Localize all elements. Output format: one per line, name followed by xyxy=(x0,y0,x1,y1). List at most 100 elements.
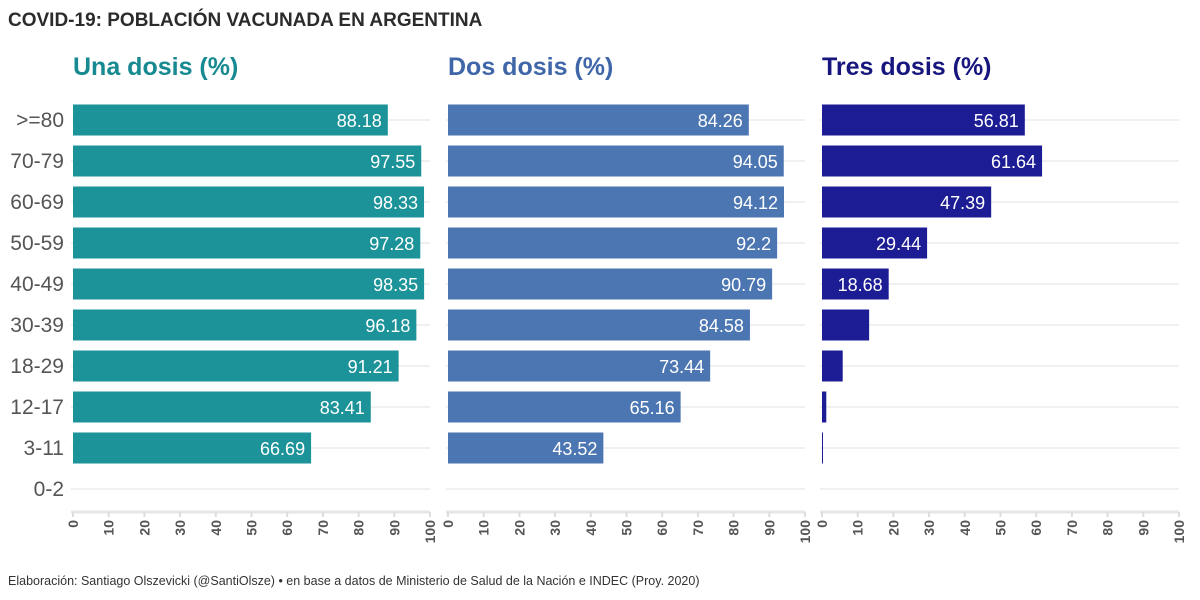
bar xyxy=(73,268,425,300)
chart-title: COVID-19: POBLACIÓN VACUNADA EN ARGENTIN… xyxy=(8,10,483,31)
bar xyxy=(73,145,422,177)
bar xyxy=(73,227,421,259)
tick-label: 10 xyxy=(101,520,117,536)
data-label: 29.44 xyxy=(876,234,921,254)
tick-label: 30 xyxy=(547,520,563,536)
data-label: 47.39 xyxy=(940,193,985,213)
tick-label: 80 xyxy=(351,520,367,536)
bar xyxy=(822,227,928,259)
tick-label: 40 xyxy=(583,520,599,536)
data-label: 65.16 xyxy=(630,398,675,418)
tick-label: 10 xyxy=(850,520,866,536)
tick-label: 0 xyxy=(440,520,456,528)
tick-label: 70 xyxy=(1064,520,1080,536)
bar xyxy=(73,104,388,136)
tick-label: 20 xyxy=(136,520,152,536)
data-label: 97.28 xyxy=(369,234,414,254)
bar xyxy=(822,268,889,300)
category-label: 12-17 xyxy=(10,396,64,419)
data-label: 84.26 xyxy=(698,111,743,131)
bar xyxy=(73,432,312,464)
bar xyxy=(448,309,750,341)
category-label: 0-2 xyxy=(34,478,64,501)
bar xyxy=(822,145,1043,177)
data-label: 56.81 xyxy=(974,111,1019,131)
tick-label: 50 xyxy=(993,520,1009,536)
tick-label: 90 xyxy=(1135,520,1151,536)
bar xyxy=(822,309,870,341)
data-label: 84.58 xyxy=(699,316,744,336)
tick-label: 80 xyxy=(1100,520,1116,536)
category-label: >=80 xyxy=(16,109,64,132)
data-label: 94.12 xyxy=(733,193,778,213)
panel-title: Dos dosis (%) xyxy=(448,53,613,81)
bar xyxy=(448,350,711,382)
bar xyxy=(448,227,778,259)
tick-label: 30 xyxy=(172,520,188,536)
tick-label: 70 xyxy=(315,520,331,536)
tick-label: 80 xyxy=(726,520,742,536)
tick-label: 0 xyxy=(814,520,830,528)
bar xyxy=(448,145,784,177)
category-label: 3-11 xyxy=(24,437,64,460)
tick-label: 90 xyxy=(386,520,402,536)
tick-label: 20 xyxy=(885,520,901,536)
tick-label: 60 xyxy=(1028,520,1044,536)
category-label: 50-59 xyxy=(10,232,64,255)
tick-label: 90 xyxy=(761,520,777,536)
bar xyxy=(448,186,785,218)
tick-label: 0 xyxy=(65,520,81,528)
bar xyxy=(822,186,992,218)
data-label: 61.64 xyxy=(991,152,1036,172)
bar xyxy=(448,104,749,136)
bar xyxy=(448,432,604,464)
panel-0: Una dosis (%) >=80 88.18 70-79 97.55 60-69 98.… xyxy=(10,53,438,543)
bar xyxy=(822,350,843,382)
data-label: 91.21 xyxy=(348,357,393,377)
tick-label: 10 xyxy=(476,520,492,536)
category-label: 18-29 xyxy=(10,355,64,378)
data-label: 66.69 xyxy=(260,439,305,459)
tick-label: 60 xyxy=(654,520,670,536)
bar xyxy=(822,432,823,464)
data-label: 43.52 xyxy=(552,439,597,459)
panel-1: Dos dosis (%) 84.26 94.05 94.12 92.2 90.79 84.… xyxy=(440,53,813,543)
category-label: 40-49 xyxy=(10,273,64,296)
panel-2: Tres dosis (%) 56.81 61.64 47.39 29.44 18.68 0… xyxy=(814,53,1187,543)
tick-label: 50 xyxy=(619,520,635,536)
tick-label: 100 xyxy=(797,520,813,544)
data-label: 98.35 xyxy=(373,275,418,295)
panel-title: Tres dosis (%) xyxy=(822,53,992,81)
data-label: 94.05 xyxy=(733,152,778,172)
data-label: 92.2 xyxy=(736,234,771,254)
bar xyxy=(73,391,371,423)
tick-label: 100 xyxy=(422,520,438,544)
bar xyxy=(448,268,773,300)
bar xyxy=(822,391,827,423)
panel-title: Una dosis (%) xyxy=(73,53,238,81)
tick-label: 30 xyxy=(921,520,937,536)
bar xyxy=(73,186,425,218)
bar xyxy=(448,391,681,423)
bar xyxy=(73,350,399,382)
data-label: 96.18 xyxy=(365,316,410,336)
bar xyxy=(822,104,1025,136)
tick-label: 100 xyxy=(1171,520,1187,544)
data-label: 88.18 xyxy=(337,111,382,131)
tick-label: 70 xyxy=(690,520,706,536)
data-label: 98.33 xyxy=(373,193,418,213)
data-label: 83.41 xyxy=(320,398,365,418)
data-label: 18.68 xyxy=(838,275,883,295)
caption: Elaboración: Santiago Olszevicki (@Santi… xyxy=(8,574,700,588)
category-label: 70-79 xyxy=(10,150,64,173)
tick-label: 40 xyxy=(957,520,973,536)
tick-label: 60 xyxy=(279,520,295,536)
bar xyxy=(73,309,417,341)
tick-label: 20 xyxy=(511,520,527,536)
tick-label: 40 xyxy=(208,520,224,536)
data-label: 73.44 xyxy=(659,357,704,377)
data-label: 97.55 xyxy=(370,152,415,172)
category-label: 30-39 xyxy=(10,314,64,337)
category-label: 60-69 xyxy=(10,191,64,214)
